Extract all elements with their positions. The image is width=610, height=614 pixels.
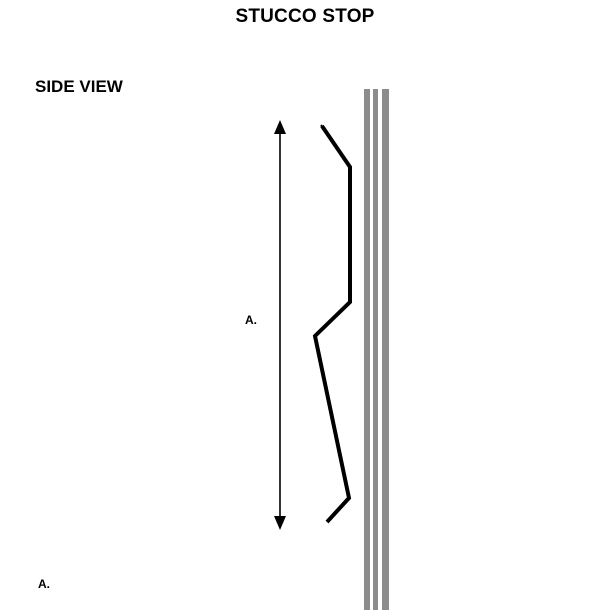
drawing-title: STUCCO STOP (235, 6, 375, 27)
dimension-arrow-bottom (274, 516, 286, 530)
view-label: SIDE VIEW (35, 77, 123, 96)
dimension-arrow-top (274, 120, 286, 134)
wall-line-inner (382, 89, 389, 610)
wall-line-middle (373, 89, 378, 610)
stucco-stop-profile (312, 124, 352, 524)
dimension-line (274, 120, 286, 530)
dimension-label: A. (245, 313, 257, 327)
wall-line-outer (364, 89, 370, 610)
profile-top-lip (320, 124, 351, 168)
wall-lines (364, 89, 389, 610)
footnote-label: A. (38, 577, 50, 591)
